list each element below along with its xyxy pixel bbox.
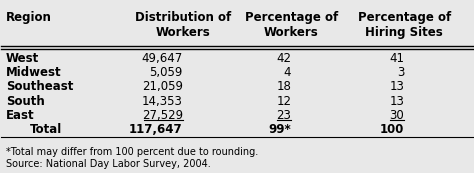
Text: Percentage of
Hiring Sites: Percentage of Hiring Sites (358, 11, 451, 39)
Text: Total: Total (30, 124, 62, 136)
Text: Southeast: Southeast (6, 80, 73, 93)
Text: 23: 23 (276, 109, 291, 122)
Text: 3: 3 (397, 66, 404, 79)
Text: 5,059: 5,059 (149, 66, 183, 79)
Text: Midwest: Midwest (6, 66, 62, 79)
Text: 12: 12 (276, 95, 291, 108)
Text: 13: 13 (390, 80, 404, 93)
Text: 27,529: 27,529 (142, 109, 183, 122)
Text: 14,353: 14,353 (142, 95, 183, 108)
Text: Distribution of
Workers: Distribution of Workers (135, 11, 231, 39)
Text: 42: 42 (276, 52, 291, 65)
Text: *Total may differ from 100 percent due to rounding.: *Total may differ from 100 percent due t… (6, 147, 258, 157)
Text: 99*: 99* (268, 124, 291, 136)
Text: 41: 41 (389, 52, 404, 65)
Text: Region: Region (6, 11, 52, 24)
Text: 21,059: 21,059 (142, 80, 183, 93)
Text: 4: 4 (284, 66, 291, 79)
Text: 100: 100 (380, 124, 404, 136)
Text: Percentage of
Workers: Percentage of Workers (245, 11, 338, 39)
Text: 13: 13 (390, 95, 404, 108)
Text: 117,647: 117,647 (129, 124, 183, 136)
Text: South: South (6, 95, 45, 108)
Text: 18: 18 (276, 80, 291, 93)
Text: 30: 30 (390, 109, 404, 122)
Text: 49,647: 49,647 (142, 52, 183, 65)
Text: Source: National Day Labor Survey, 2004.: Source: National Day Labor Survey, 2004. (6, 159, 211, 169)
Text: East: East (6, 109, 35, 122)
Text: West: West (6, 52, 39, 65)
